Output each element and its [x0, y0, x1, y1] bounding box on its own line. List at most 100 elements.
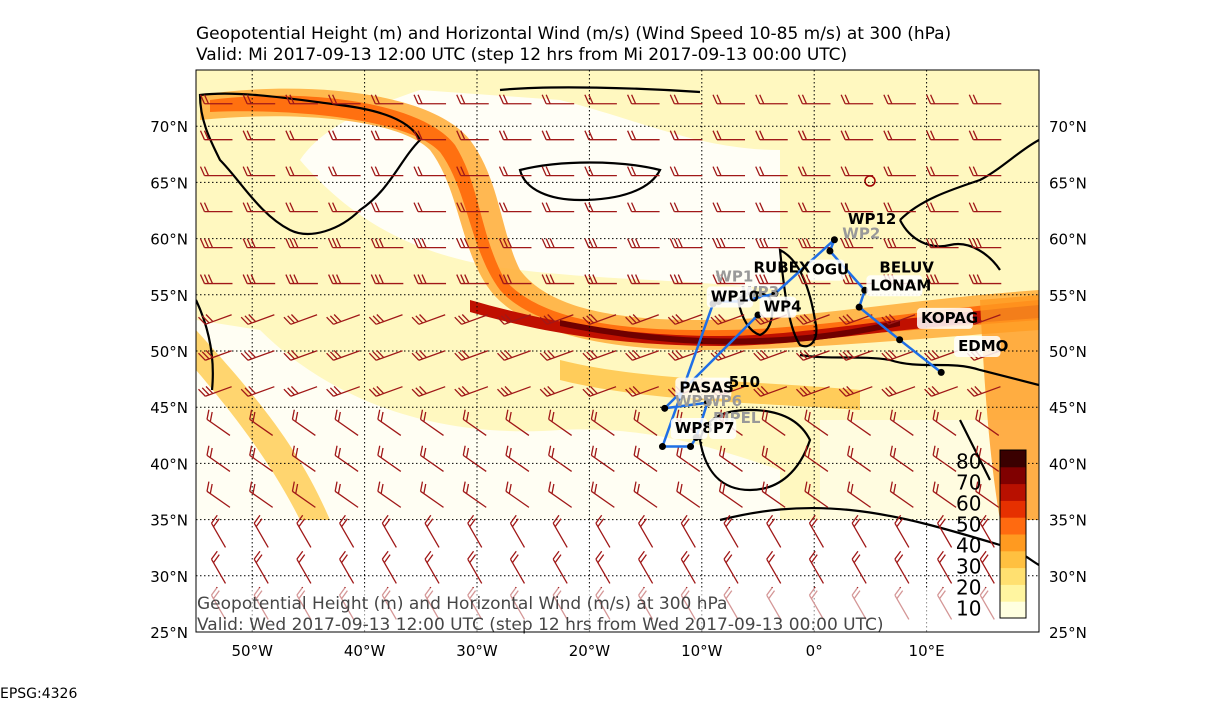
wind-barb — [462, 481, 487, 508]
lat-tick-right: 60°N — [1049, 231, 1087, 249]
wind-barb — [242, 94, 276, 105]
lon-tick: 50°W — [231, 642, 273, 660]
wind-barb — [667, 314, 702, 325]
wind-barb — [584, 238, 617, 249]
wind-barb — [497, 314, 531, 325]
wind-barb — [795, 385, 830, 397]
wind-barb — [291, 409, 316, 436]
wind-barb — [627, 274, 660, 285]
wind-barb — [498, 94, 532, 105]
wind-barb — [804, 409, 829, 436]
wind-barb — [328, 202, 361, 213]
wind-barb — [797, 130, 831, 141]
wind-barb — [242, 202, 276, 213]
wind-barb — [339, 550, 355, 584]
colorbar-segment — [1000, 466, 1026, 485]
wind-barb — [456, 94, 489, 105]
waypoint-marker[interactable] — [896, 336, 904, 344]
wind-barb — [979, 514, 995, 548]
waypoint-marker[interactable] — [771, 290, 779, 298]
wind-barb — [377, 481, 402, 508]
waypoint-marker[interactable] — [687, 443, 695, 451]
wind-barb — [838, 350, 873, 361]
wind-barb — [968, 130, 1002, 141]
wind-barb — [881, 314, 916, 325]
wind-barb — [497, 350, 531, 361]
wind-barb — [328, 130, 361, 141]
inner-title: Geopotential Height (m) and Horizontal W… — [196, 588, 1039, 635]
waypoint-marker[interactable] — [830, 236, 838, 244]
wind-barb — [253, 514, 269, 548]
waypoint-label: WP10 — [706, 286, 759, 308]
wind-barb — [326, 314, 360, 325]
wind-barb — [285, 238, 318, 249]
svg-text:WP2: WP2 — [842, 225, 880, 243]
wind-barb — [339, 514, 355, 548]
wind-barb — [925, 202, 959, 213]
wind-barb — [680, 550, 696, 584]
waypoint-label: WP1 — [715, 267, 753, 285]
wind-barb — [595, 514, 611, 548]
lat-tick-left: 65°N — [150, 174, 188, 192]
wind-barb — [937, 514, 953, 548]
waypoint-marker[interactable] — [826, 247, 834, 255]
wind-barb — [840, 130, 874, 141]
wind-barb — [968, 238, 1002, 249]
wind-barb — [761, 445, 786, 472]
wind-barb — [932, 409, 957, 436]
waypoint-marker[interactable] — [661, 404, 669, 412]
wind-barb — [979, 550, 995, 584]
waypoint-label: WP2 — [842, 225, 880, 243]
waypoint-marker[interactable] — [703, 399, 711, 407]
wind-barb — [498, 202, 532, 213]
waypoint-label: EDMO — [954, 336, 1008, 357]
waypoint-label: BELUV — [879, 258, 934, 276]
wind-barb — [240, 385, 275, 397]
wind-barb — [199, 94, 233, 105]
lat-tick-right: 45°N — [1049, 399, 1087, 417]
waypoint-label: WP4 — [759, 296, 802, 318]
wind-barb — [838, 385, 873, 397]
wind-barb — [541, 238, 575, 249]
wind-barb — [411, 385, 446, 397]
wind-barb — [584, 166, 617, 177]
wind-barb — [851, 514, 867, 548]
colorbar-label: 20 — [956, 576, 981, 600]
wind-barb — [328, 166, 361, 177]
waypoint-marker[interactable] — [855, 303, 863, 311]
wind-barb — [541, 274, 575, 285]
wind-barb — [584, 130, 617, 141]
wind-barb — [552, 550, 568, 584]
wind-barb — [883, 202, 916, 213]
wind-barb — [881, 385, 916, 397]
colorbar-segment — [1000, 450, 1026, 468]
wind-barb — [198, 350, 232, 361]
wind-barb — [240, 350, 275, 361]
wind-barb — [718, 445, 743, 472]
waypoint-label: 510 — [729, 373, 760, 391]
lat-tick-left: 55°N — [150, 287, 188, 305]
inner-title-line1: Geopotential Height (m) and Horizontal W… — [197, 594, 727, 614]
lat-tick-right: 55°N — [1049, 287, 1087, 305]
wind-barb — [669, 202, 703, 213]
wind-barb — [755, 202, 788, 213]
svg-text:WP8: WP8 — [675, 419, 713, 437]
wind-barb — [548, 409, 573, 436]
svg-text:510: 510 — [729, 373, 760, 391]
waypoint-marker[interactable] — [937, 368, 945, 376]
colorbar-segment — [1000, 517, 1026, 535]
wind-barb — [795, 314, 830, 325]
wind-barb — [627, 130, 660, 141]
wind-barb — [804, 481, 829, 508]
colorbar-segment — [1000, 500, 1026, 518]
wind-barb — [925, 130, 959, 141]
wind-barb — [454, 350, 489, 361]
wind-barb — [456, 202, 489, 213]
wind-barb — [584, 94, 617, 105]
waypoint-marker[interactable] — [658, 443, 666, 451]
wind-barb — [539, 350, 574, 361]
colorbar-segment — [1000, 483, 1026, 501]
waypoint-label: WP12 — [848, 210, 896, 228]
